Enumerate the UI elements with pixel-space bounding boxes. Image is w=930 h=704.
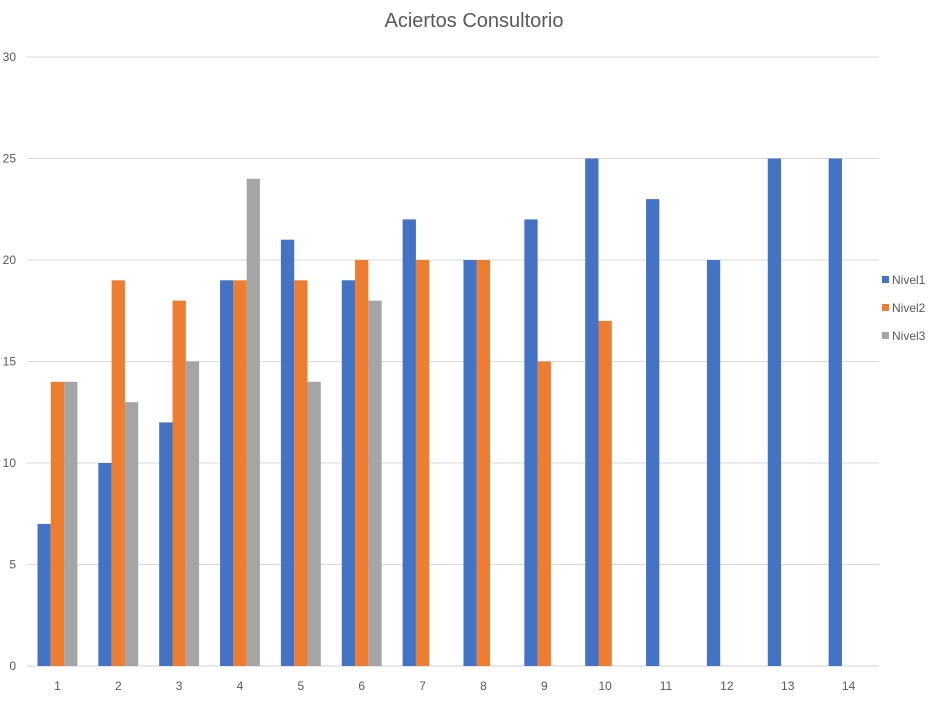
x-tick-label: 13: [781, 679, 795, 693]
bar-nivel2-4: [233, 280, 247, 666]
bar-nivel2-3: [172, 300, 186, 666]
legend-swatch-nivel2: [882, 304, 889, 311]
x-tick-label: 5: [298, 679, 305, 693]
bar-nivel2-5: [294, 280, 308, 666]
chart-title: Aciertos Consultorio: [384, 10, 564, 32]
x-tick-label: 10: [598, 679, 612, 693]
bar-nivel1-14: [828, 158, 842, 666]
bar-nivel1-10: [585, 158, 599, 666]
bar-nivel1-9: [524, 219, 538, 666]
bar-nivel2-9: [537, 361, 551, 666]
bar-nivel2-7: [415, 260, 430, 666]
y-tick-label: 0: [9, 659, 16, 673]
bar-nivel3-3: [185, 361, 200, 666]
y-tick-label: 20: [3, 253, 17, 267]
x-tick-label: 6: [358, 679, 365, 693]
legend-swatch-nivel3: [882, 332, 889, 339]
bar-nivel3-1: [64, 381, 78, 666]
bar-nivel3-6: [368, 300, 382, 666]
x-tick-label: 1: [54, 679, 61, 693]
bar-nivel1-2: [98, 463, 112, 666]
y-tick-label: 5: [9, 558, 16, 572]
legend: Nivel1 Nivel2 Nivel3: [882, 273, 926, 343]
bar-nivel1-5: [280, 239, 295, 666]
bar-nivel1-12: [706, 260, 721, 666]
bar-nivel1-11: [646, 199, 660, 666]
bar-nivel2-10: [598, 320, 612, 666]
bar-nivel1-3: [159, 422, 173, 666]
y-tick-label: 15: [3, 355, 17, 369]
bar-nivel1-7: [402, 219, 416, 666]
x-tick-label: 3: [176, 679, 183, 693]
x-tick-label: 8: [480, 679, 487, 693]
x-tick-label: 2: [115, 679, 122, 693]
x-axis-ticks: 1 2 3 4 5 6 7 8 9 10 11 12 13 14: [54, 679, 855, 693]
bar-nivel1-4: [220, 280, 234, 666]
y-tick-label: 25: [3, 152, 17, 166]
legend-label-nivel2: Nivel2: [892, 301, 926, 315]
x-tick-label: 12: [720, 679, 734, 693]
bar-nivel2-8: [476, 260, 491, 666]
bar-nivel3-2: [124, 402, 139, 666]
bar-nivel1-6: [341, 280, 356, 666]
legend-swatch-nivel1: [882, 276, 889, 283]
y-tick-label: 10: [3, 456, 17, 470]
y-tick-label: 30: [3, 50, 17, 64]
bar-nivel1-8: [463, 260, 477, 666]
x-tick-label: 4: [237, 679, 244, 693]
bars: [37, 158, 842, 667]
legend-label-nivel1: Nivel1: [892, 273, 926, 287]
bar-nivel1-1: [37, 523, 51, 666]
gridlines: [27, 56, 879, 667]
bar-nivel3-4: [246, 178, 260, 667]
legend-label-nivel3: Nivel3: [892, 329, 926, 343]
y-axis-ticks: 0 5 10 15 20 25 30: [3, 50, 17, 673]
bar-nivel1-13: [767, 158, 782, 666]
bar-nivel2-6: [355, 260, 369, 666]
bar-nivel2-2: [111, 280, 125, 666]
bar-nivel2-1: [50, 381, 65, 666]
x-tick-label: 11: [660, 679, 673, 693]
bar-nivel3-5: [307, 381, 321, 666]
x-tick-label: 9: [541, 679, 548, 693]
x-tick-label: 7: [419, 679, 426, 693]
x-tick-label: 14: [842, 679, 856, 693]
